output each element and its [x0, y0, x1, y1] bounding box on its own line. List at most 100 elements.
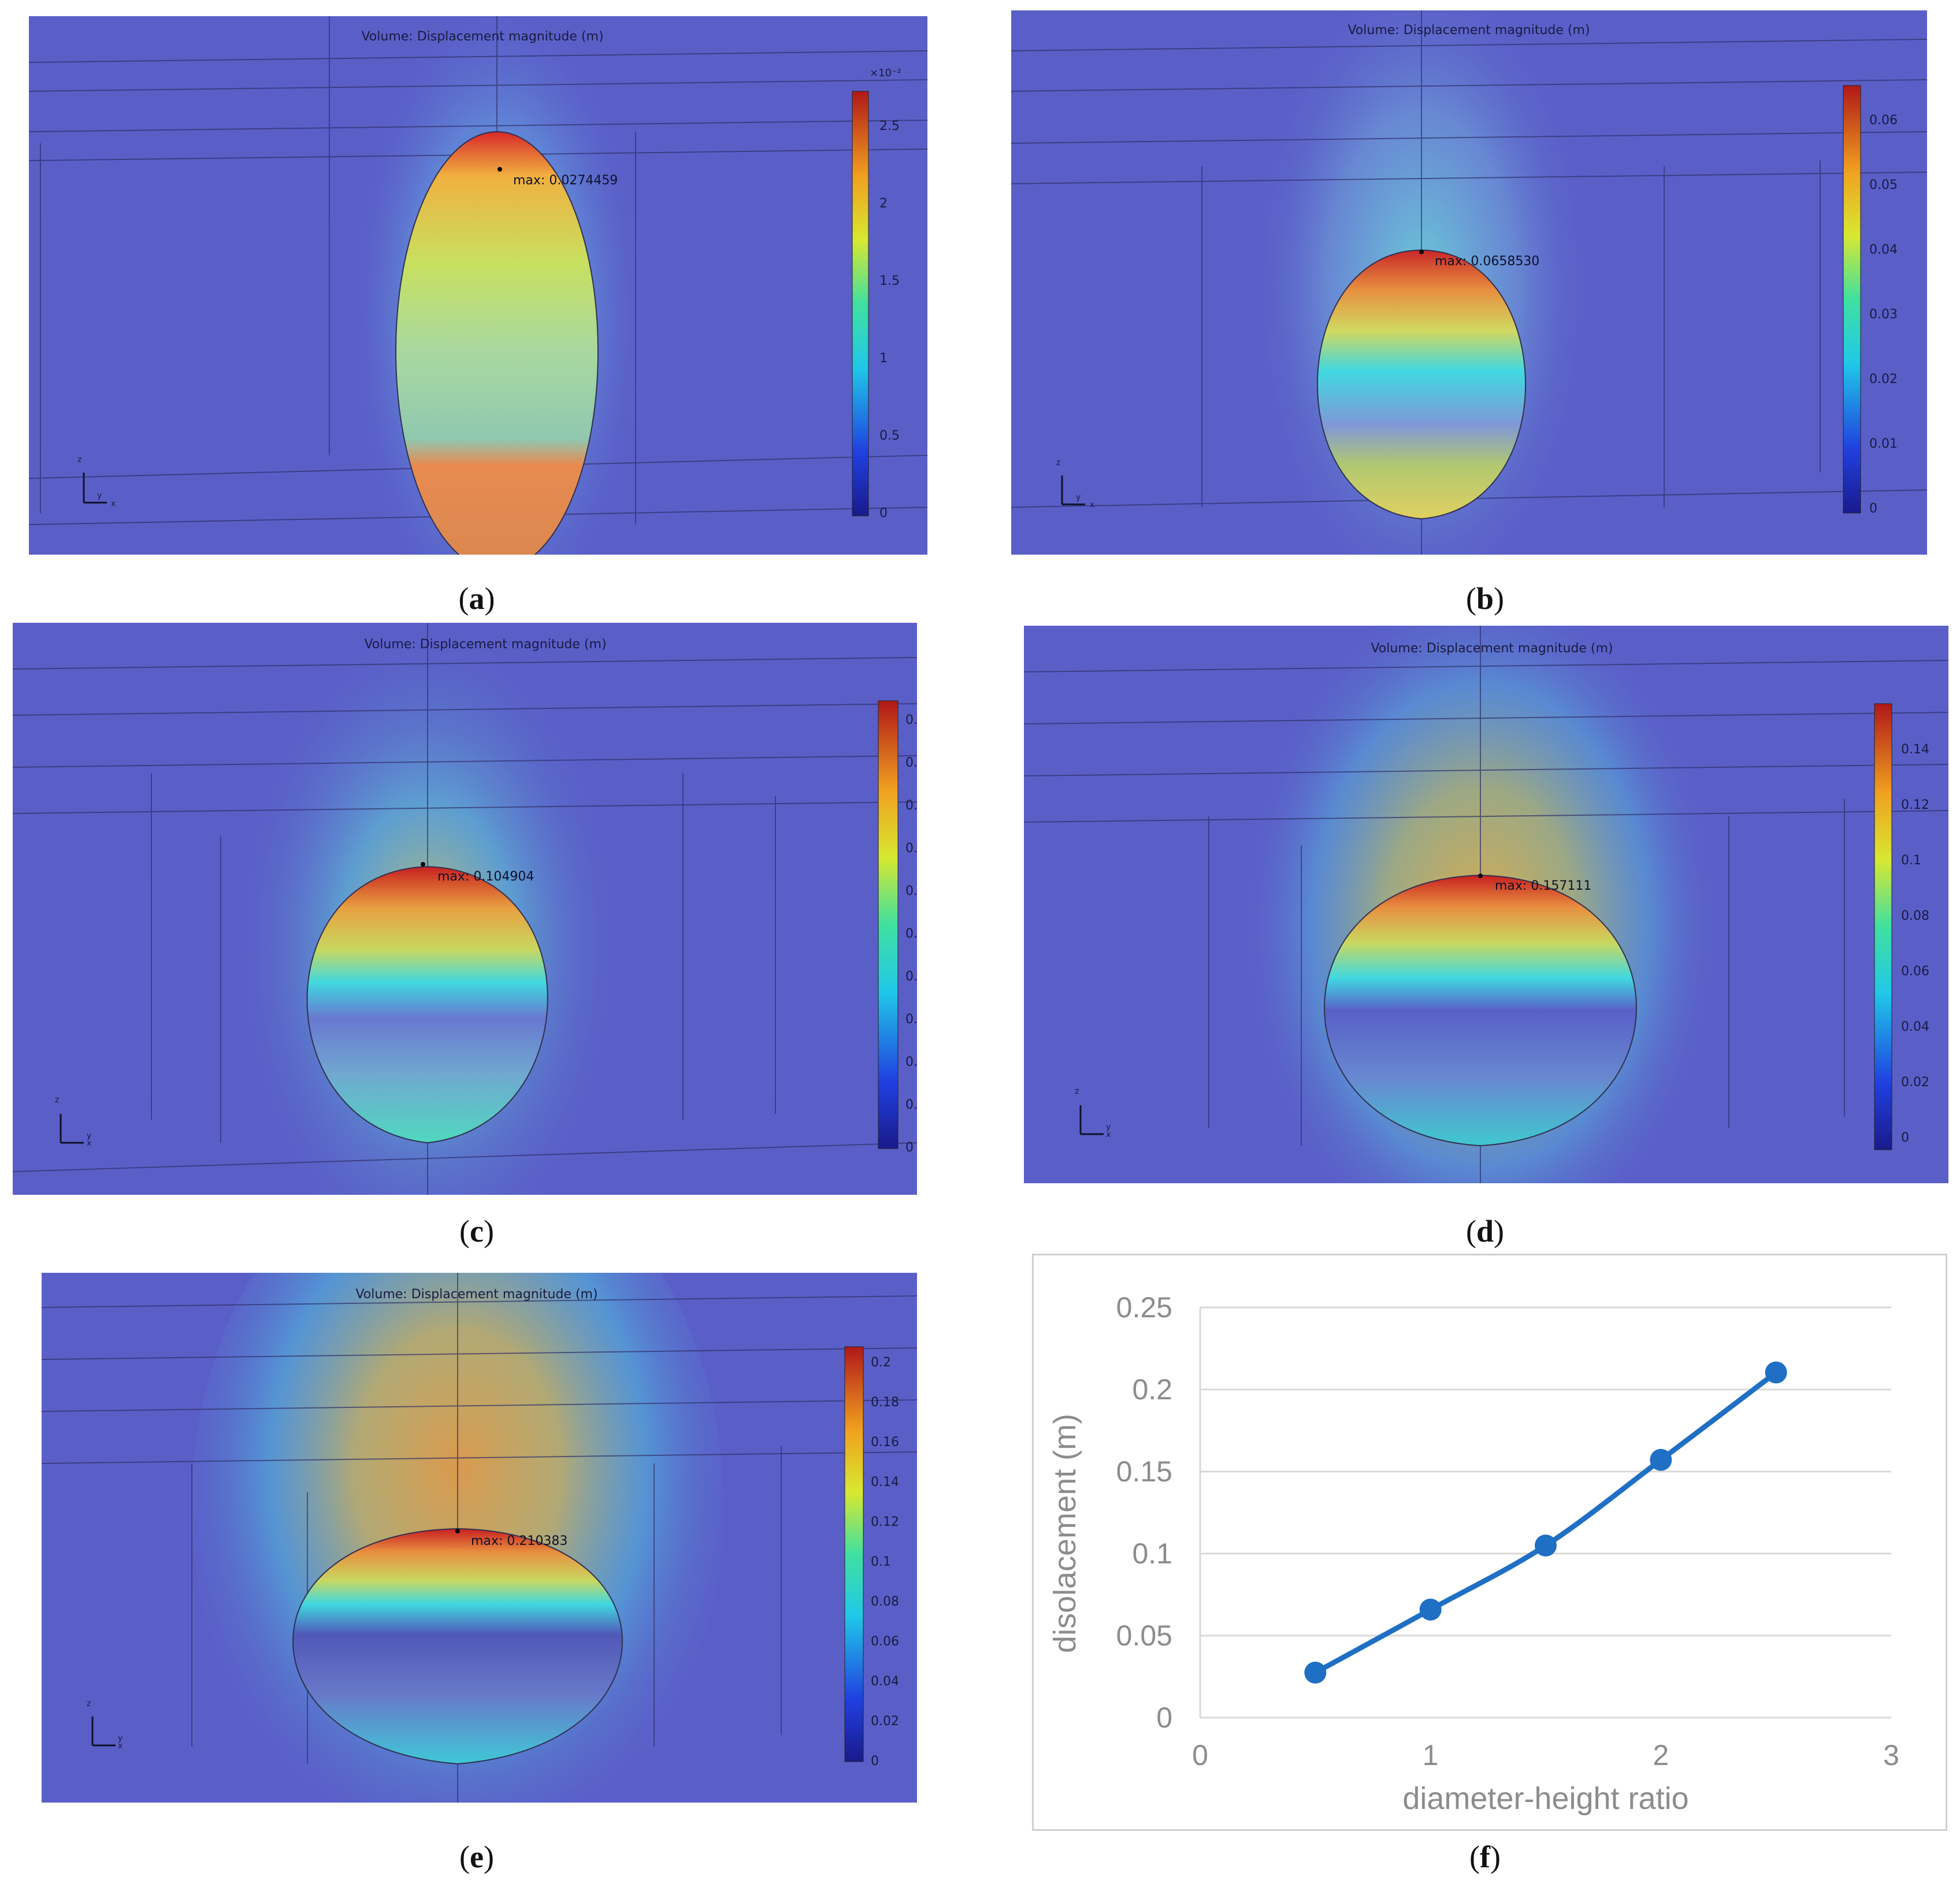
panel-e-max-label: max: 0.210383 — [471, 1534, 568, 1548]
chart-x-ticks: 0 1 2 3 — [1192, 1739, 1899, 1771]
panel-d-title: Volume: Displacement magnitude (m) — [1371, 641, 1613, 656]
chart-y-axis-label: disolacement (m) — [1048, 1414, 1082, 1653]
panel-a-title: Volume: Displacement magnitude (m) — [361, 29, 604, 44]
panel-e-caption: (e) — [459, 1840, 494, 1874]
colorbar-tick: 0.06 — [871, 1634, 899, 1649]
colorbar-tick: 0.14 — [1901, 742, 1929, 757]
panel-d-figure: Volume: Displacement magnitude (m) max: … — [1024, 626, 1948, 1183]
axis-y-label: y — [87, 1131, 92, 1140]
axis-z-label: z — [55, 1095, 60, 1105]
colorbar-tick: 0.06 — [1901, 964, 1929, 979]
colorbar-tick: 0.05 — [1869, 178, 1898, 192]
chart-y-tick-label: 0.1 — [1132, 1537, 1172, 1570]
colorbar-tick: 0.16 — [871, 1435, 899, 1450]
chart-y-ticks: 0 0.05 0.1 0.15 0.2 0.25 — [1116, 1291, 1172, 1734]
colorbar-tick: 0.06 — [1869, 113, 1898, 128]
axis-x-label: x — [118, 1741, 123, 1751]
axis-x-label: x — [111, 499, 116, 508]
chart-data-point — [1419, 1598, 1442, 1621]
colorbar-tick: 0.12 — [871, 1515, 899, 1529]
chart-gridlines — [1199, 1306, 1891, 1719]
chart-y-tick-label: 0.05 — [1116, 1619, 1172, 1652]
colorbar-tick: 0.05 — [905, 927, 917, 941]
colorbar-tick: 0.1 — [871, 1555, 891, 1569]
axis-y-label: y — [1106, 1123, 1111, 1132]
chart-x-tick-label: 0 — [1192, 1739, 1208, 1771]
colorbar-tick: 2 — [879, 196, 888, 211]
colorbar-tick: 0 — [1901, 1131, 1909, 1145]
colorbar-tick: 0 — [871, 1754, 879, 1768]
panel-e-title: Volume: Displacement magnitude (m) — [355, 1287, 598, 1302]
panel-d-caption: (d) — [1465, 1214, 1505, 1249]
colorbar-tick: 0.04 — [1901, 1020, 1929, 1034]
axis-y-label: y — [118, 1734, 123, 1743]
axis-x-label: x — [1090, 500, 1095, 510]
colorbar-tick: 0.02 — [871, 1714, 899, 1729]
colorbar-tick: 0.08 — [905, 798, 917, 813]
colorbar-tick: 0.03 — [905, 1012, 917, 1027]
panel-d-max-label: max: 0.157111 — [1495, 879, 1592, 893]
colorbar-tick: 0.07 — [905, 841, 917, 856]
panel-b-figure: Volume: Displacement magnitude (m) max: … — [1011, 10, 1927, 555]
panel-e-figure: Volume: Displacement magnitude (m) max: … — [42, 1273, 917, 1803]
axis-z-label: z — [87, 1699, 91, 1708]
panel-a-caption: (a) — [458, 581, 495, 616]
axis-x-label: x — [1106, 1130, 1111, 1139]
colorbar-tick: 1.5 — [879, 274, 900, 288]
chart-y-tick-label: 0.2 — [1132, 1373, 1172, 1406]
panel-f-caption: (f) — [1469, 1840, 1501, 1874]
panel-a-max-label: max: 0.0274459 — [513, 173, 618, 188]
colorbar-tick: 0.04 — [871, 1674, 899, 1689]
colorbar-tick: 0.09 — [905, 756, 917, 770]
colorbar-tick: 0.02 — [905, 1055, 917, 1069]
colorbar-tick: 0.14 — [871, 1475, 899, 1489]
chart-x-tick-label: 1 — [1423, 1739, 1439, 1771]
panel-b-caption: (b) — [1465, 581, 1505, 616]
chart-data-point — [1765, 1361, 1787, 1384]
chart-points — [1304, 1361, 1787, 1684]
panel-b-max-label: max: 0.0658530 — [1435, 254, 1540, 269]
panel-c-caption: (c) — [459, 1214, 494, 1249]
panel-c-max-label: max: 0.104904 — [437, 870, 534, 884]
colorbar-tick: 0.02 — [1901, 1075, 1929, 1090]
axis-y-label: y — [97, 491, 102, 500]
colorbar-tick: 0.08 — [871, 1595, 899, 1609]
colorbar-tick: 0 — [879, 506, 888, 521]
colorbar-tick: 2.5 — [879, 119, 900, 133]
chart-y-tick-label: 0.15 — [1116, 1455, 1172, 1488]
panel-a-colorbar-exponent: ×10⁻² — [870, 67, 901, 79]
chart-x-axis-label: diameter-height ratio — [1402, 1781, 1688, 1816]
axis-z-label: z — [1056, 458, 1061, 467]
colorbar-tick: 0.04 — [1869, 243, 1898, 257]
chart-y-tick-label: 0.25 — [1116, 1291, 1172, 1324]
colorbar-tick: 0 — [1869, 501, 1877, 516]
panel-b-title: Volume: Displacement magnitude (m) — [1348, 23, 1590, 38]
colorbar-tick: 0.1 — [905, 713, 917, 727]
colorbar-tick: 0.03 — [1869, 307, 1898, 322]
chart-y-tick-label: 0 — [1156, 1701, 1172, 1734]
panel-c-figure: Volume: Displacement magnitude (m) max: … — [13, 623, 917, 1195]
colorbar-tick: 0.04 — [905, 969, 917, 984]
colorbar-tick: 0.06 — [905, 884, 917, 898]
colorbar-tick: 0.5 — [879, 429, 900, 443]
colorbar-tick: 0 — [905, 1140, 914, 1155]
chart-series-line — [1312, 1370, 1779, 1675]
panel-c-title: Volume: Displacement magnitude (m) — [364, 637, 607, 652]
axis-y-label: y — [1076, 493, 1081, 502]
colorbar-tick: 0.01 — [1869, 437, 1898, 451]
axis-x-label: x — [87, 1139, 92, 1148]
colorbar-tick: 0.08 — [1901, 909, 1929, 923]
colorbar-tick: 0.1 — [1901, 853, 1921, 868]
chart-data-point — [1650, 1448, 1672, 1471]
chart-x-tick-label: 3 — [1883, 1739, 1899, 1771]
colorbar-tick: 0.2 — [871, 1355, 891, 1370]
panel-a-figure: Volume: Displacement magnitude (m) max: … — [29, 16, 927, 555]
axis-z-label: z — [1075, 1087, 1079, 1096]
axis-z-label: z — [77, 455, 82, 465]
chart-data-point — [1535, 1535, 1557, 1557]
colorbar-tick: 0.12 — [1901, 798, 1929, 812]
colorbar-tick: 0.01 — [905, 1098, 917, 1112]
chart-x-tick-label: 2 — [1653, 1739, 1669, 1771]
panel-f-chart: 0 0.05 0.1 0.15 0.2 0.25 0 1 2 3 diameter-height… — [1032, 1254, 1947, 1831]
colorbar-tick: 1 — [879, 351, 888, 366]
